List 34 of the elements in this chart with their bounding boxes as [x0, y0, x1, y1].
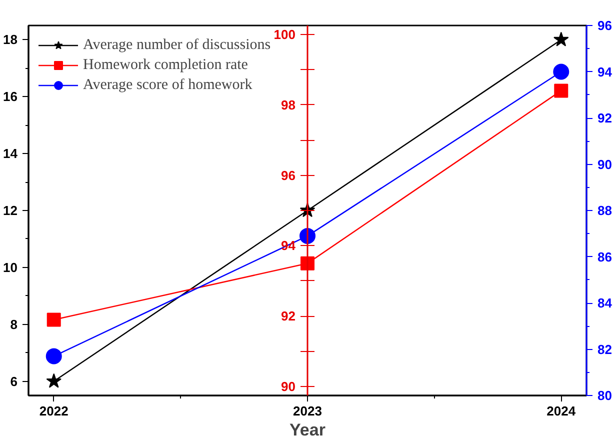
y3-tick-label: 82	[598, 342, 612, 357]
point	[46, 312, 61, 327]
point	[554, 32, 569, 46]
y2-tick-label: 90	[281, 379, 296, 394]
y2-tick-label: 92	[281, 308, 296, 324]
y3-tick-label: 80	[598, 388, 612, 403]
y3-tick-label: 94	[598, 64, 613, 80]
y3-tick-label: 88	[598, 203, 612, 218]
y3-tick-label: 86	[598, 249, 612, 264]
legend-label: Average number of discussions	[83, 36, 271, 54]
point	[46, 373, 62, 388]
x-axis-title: Year	[290, 420, 326, 440]
y2-tick-label: 98	[281, 97, 296, 112]
y3-tick-label: 92	[598, 110, 612, 126]
y3-tick-label: 90	[598, 156, 612, 172]
point	[553, 64, 570, 80]
y3-tick-label: 96	[598, 18, 612, 33]
point	[554, 84, 568, 98]
y-tick-label: 6	[10, 374, 18, 389]
y-tick-label: 14	[3, 146, 18, 162]
y-tick-label: 12	[3, 203, 18, 218]
x-tick-label: 2023	[293, 404, 322, 418]
point	[46, 348, 62, 364]
legend-label: Homework completion rate	[83, 56, 248, 74]
x-tick-label: 2024	[546, 404, 576, 418]
y-tick-label: 8	[10, 316, 18, 332]
y-tick-label: 16	[3, 89, 18, 104]
y2-tick-label: 100	[274, 26, 296, 42]
legend-label: Average score of homework	[83, 76, 252, 94]
y-tick-label: 18	[3, 32, 18, 48]
x-tick-label: 2022	[39, 404, 68, 418]
y2-tick-label: 96	[281, 168, 296, 183]
y3-tick-label: 84	[598, 296, 613, 310]
y-tick-label: 10	[3, 260, 18, 275]
